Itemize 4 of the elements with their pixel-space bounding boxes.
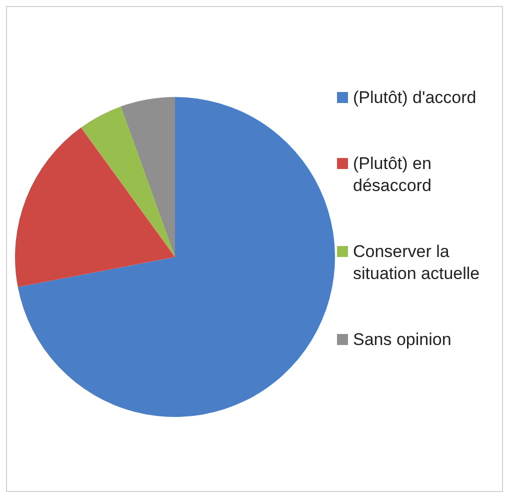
legend-label: (Plutôt) en désaccord xyxy=(353,153,432,197)
legend-label: (Plutôt) d'accord xyxy=(353,87,476,109)
legend-label: Conserver la situation actuelle xyxy=(353,241,481,285)
legend-label: Sans opinion xyxy=(353,329,452,351)
